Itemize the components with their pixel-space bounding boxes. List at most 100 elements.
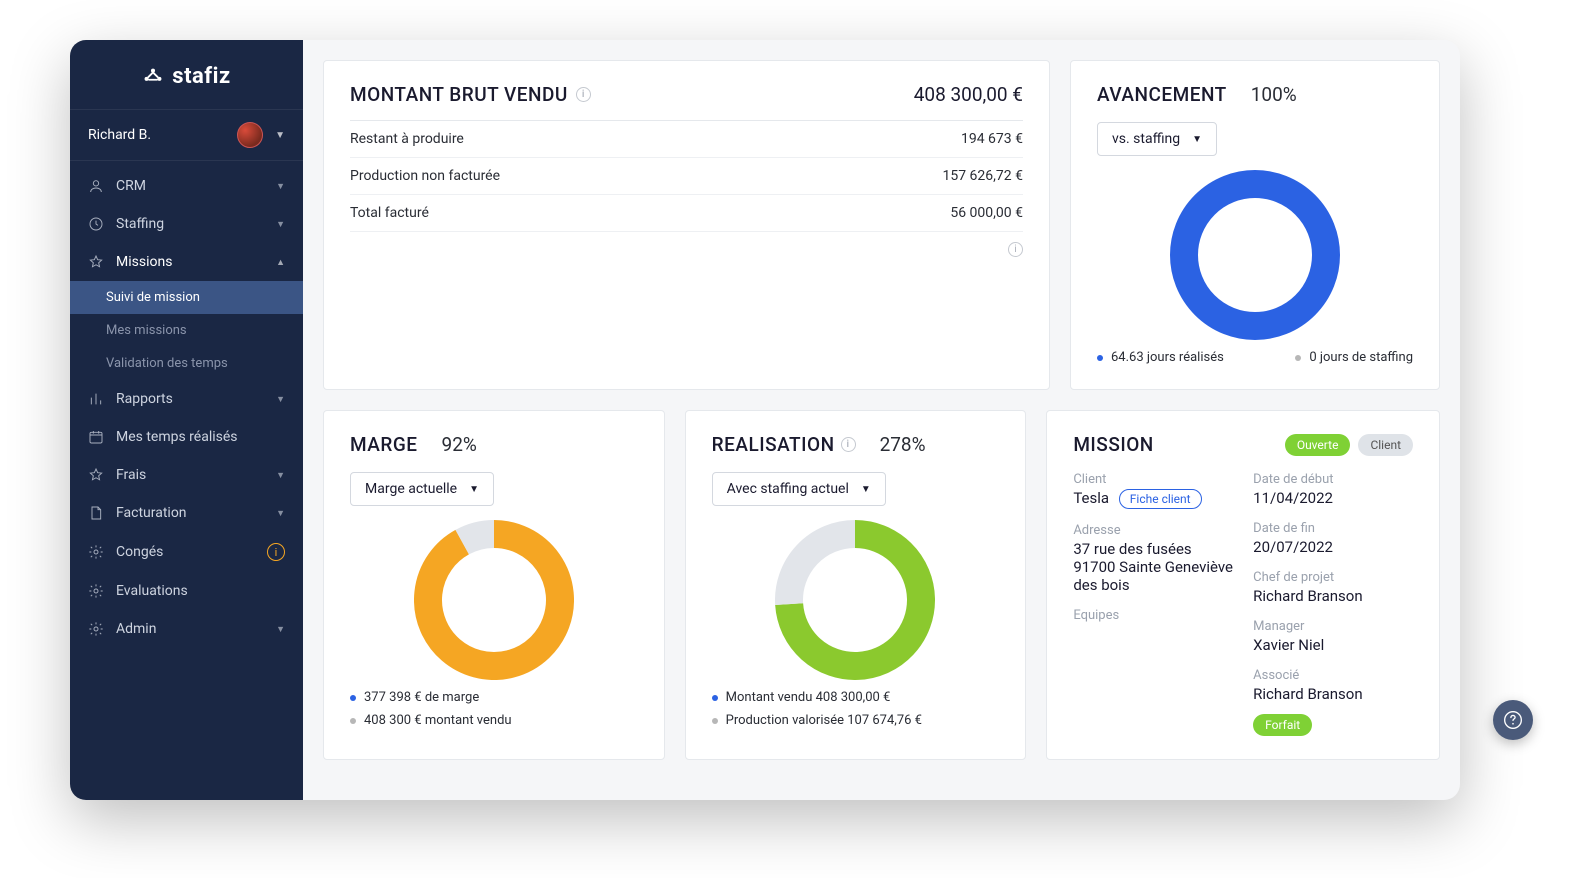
legend-item: 0 jours de staffing xyxy=(1295,350,1413,365)
card-info-footer: i xyxy=(350,242,1023,257)
realisation-donut xyxy=(712,520,1000,680)
card-title: MARGE xyxy=(350,433,418,456)
field-label: Chef de projet xyxy=(1253,570,1413,585)
card-montant-vendu: MONTANT BRUT VENDU i 408 300,00 € Restan… xyxy=(323,60,1050,390)
nav-label: Staffing xyxy=(116,216,276,232)
realisation-dropdown[interactable]: Avec staffing actuel ▼ xyxy=(712,472,886,506)
field-adresse: Adresse 37 rue des fusées 91700 Sainte G… xyxy=(1073,523,1233,594)
chevron-down-icon: ▼ xyxy=(276,624,285,635)
stat-total-facture: Total facturé 56 000,00 € xyxy=(350,195,1023,232)
brand-logo: stafiz xyxy=(70,40,303,109)
field-date-fin: Date de fin 20/07/2022 xyxy=(1253,521,1413,556)
sidebar: stafiz Richard B. ▼ CRM ▼ Staffing ▼ Mis… xyxy=(70,40,303,800)
marge-donut xyxy=(350,520,638,680)
legend-item: Production valorisée 107 674,76 € xyxy=(712,713,1000,728)
realisation-legend: Montant vendu 408 300,00 € Production va… xyxy=(712,690,1000,728)
field-value: Tesla Fiche client xyxy=(1073,489,1233,509)
title-text: REALISATION xyxy=(712,433,835,456)
legend-text: 0 jours de staffing xyxy=(1309,350,1413,365)
gear-icon xyxy=(88,621,104,637)
help-button[interactable] xyxy=(1493,700,1533,740)
row-bottom: MARGE 92% Marge actuelle ▼ 377 398 € de … xyxy=(323,410,1440,760)
avancement-legend: 64.63 jours réalisés 0 jours de staffing xyxy=(1097,350,1413,365)
field-date-debut: Date de début 11/04/2022 xyxy=(1253,472,1413,507)
card-title: AVANCEMENT xyxy=(1097,83,1227,106)
sidebar-item-temps[interactable]: Mes temps réalisés xyxy=(70,418,303,456)
gear-icon xyxy=(88,544,104,560)
brand-name: stafiz xyxy=(172,64,230,89)
card-header: AVANCEMENT 100% xyxy=(1097,83,1413,106)
nav-label: Frais xyxy=(116,467,276,483)
legend-text: 64.63 jours réalisés xyxy=(1111,350,1224,365)
legend-text: 377 398 € de marge xyxy=(364,690,479,705)
legend-item: 408 300 € montant vendu xyxy=(350,713,638,728)
info-badge-icon: i xyxy=(267,543,285,561)
field-value: Richard Branson xyxy=(1253,685,1413,703)
info-icon[interactable]: i xyxy=(576,87,591,102)
info-icon[interactable]: i xyxy=(1008,242,1023,257)
sidebar-item-evaluations[interactable]: Evaluations xyxy=(70,572,303,610)
user-name: Richard B. xyxy=(88,127,237,143)
legend-dot xyxy=(1097,355,1103,361)
bar-chart-icon xyxy=(88,391,104,407)
field-value: Richard Branson xyxy=(1253,587,1413,605)
card-realisation: REALISATION i 278% Avec staffing actuel … xyxy=(685,410,1027,760)
fiche-client-link[interactable]: Fiche client xyxy=(1119,489,1202,509)
card-title: REALISATION i xyxy=(712,433,856,456)
nav-label: Rapports xyxy=(116,391,276,407)
field-label: Associé xyxy=(1253,668,1413,683)
stat-label: Restant à produire xyxy=(350,131,464,147)
sidebar-item-staffing[interactable]: Staffing ▼ xyxy=(70,205,303,243)
brand-icon xyxy=(142,66,164,88)
stat-value: 56 000,00 € xyxy=(950,205,1023,221)
sidebar-item-crm[interactable]: CRM ▼ xyxy=(70,167,303,205)
card-title: MISSION xyxy=(1073,433,1277,456)
card-avancement: AVANCEMENT 100% vs. staffing ▼ 64.63 jou… xyxy=(1070,60,1440,390)
sub-suivi-mission[interactable]: Suivi de mission xyxy=(70,281,303,314)
sidebar-item-admin[interactable]: Admin ▼ xyxy=(70,610,303,648)
card-header: MONTANT BRUT VENDU i 408 300,00 € xyxy=(350,83,1023,121)
avancement-pct: 100% xyxy=(1251,83,1297,106)
chevron-down-icon: ▼ xyxy=(861,484,871,495)
chevron-down-icon: ▼ xyxy=(276,219,285,230)
sub-validation-temps[interactable]: Validation des temps xyxy=(70,347,303,380)
status-badge: Ouverte xyxy=(1285,434,1351,456)
info-icon[interactable]: i xyxy=(841,437,856,452)
stat-production-non-facturee: Production non facturée 157 626,72 € xyxy=(350,158,1023,195)
legend-item: 377 398 € de marge xyxy=(350,690,638,705)
field-chef: Chef de projet Richard Branson xyxy=(1253,570,1413,605)
field-client: Client Tesla Fiche client xyxy=(1073,472,1233,509)
dropdown-label: Avec staffing actuel xyxy=(727,481,849,497)
user-menu[interactable]: Richard B. ▼ xyxy=(70,109,303,161)
sidebar-item-conges[interactable]: Congés i xyxy=(70,532,303,572)
sidebar-item-rapports[interactable]: Rapports ▼ xyxy=(70,380,303,418)
legend-item: Montant vendu 408 300,00 € xyxy=(712,690,1000,705)
field-label: Adresse xyxy=(1073,523,1233,538)
stat-value: 157 626,72 € xyxy=(942,168,1023,184)
legend-dot xyxy=(350,718,356,724)
mission-header: MISSION Ouverte Client xyxy=(1073,433,1413,456)
chevron-up-icon: ▲ xyxy=(276,257,285,268)
field-label: Equipes xyxy=(1073,608,1233,623)
avancement-dropdown[interactable]: vs. staffing ▼ xyxy=(1097,122,1217,156)
sidebar-item-frais[interactable]: Frais ▼ xyxy=(70,456,303,494)
sidebar-item-missions[interactable]: Missions ▲ xyxy=(70,243,303,281)
sub-mes-missions[interactable]: Mes missions xyxy=(70,314,303,347)
mission-col-right: Date de début 11/04/2022 Date de fin 20/… xyxy=(1253,472,1413,733)
user-icon xyxy=(88,178,104,194)
title-text: MONTANT BRUT VENDU xyxy=(350,83,568,106)
sidebar-item-facturation[interactable]: Facturation ▼ xyxy=(70,494,303,532)
field-label: Date de fin xyxy=(1253,521,1413,536)
card-mission: MISSION Ouverte Client Client Tesla Fich… xyxy=(1046,410,1440,760)
file-icon xyxy=(88,505,104,521)
legend-text: Montant vendu 408 300,00 € xyxy=(726,690,891,705)
field-forfait: Forfait xyxy=(1253,717,1413,733)
marge-dropdown[interactable]: Marge actuelle ▼ xyxy=(350,472,494,506)
chevron-down-icon: ▼ xyxy=(469,484,479,495)
clock-icon xyxy=(88,216,104,232)
mission-grid: Client Tesla Fiche client Adresse 37 rue… xyxy=(1073,472,1413,733)
type-badge: Client xyxy=(1358,434,1413,456)
field-label: Client xyxy=(1073,472,1233,487)
field-label: Manager xyxy=(1253,619,1413,634)
legend-dot xyxy=(350,695,356,701)
